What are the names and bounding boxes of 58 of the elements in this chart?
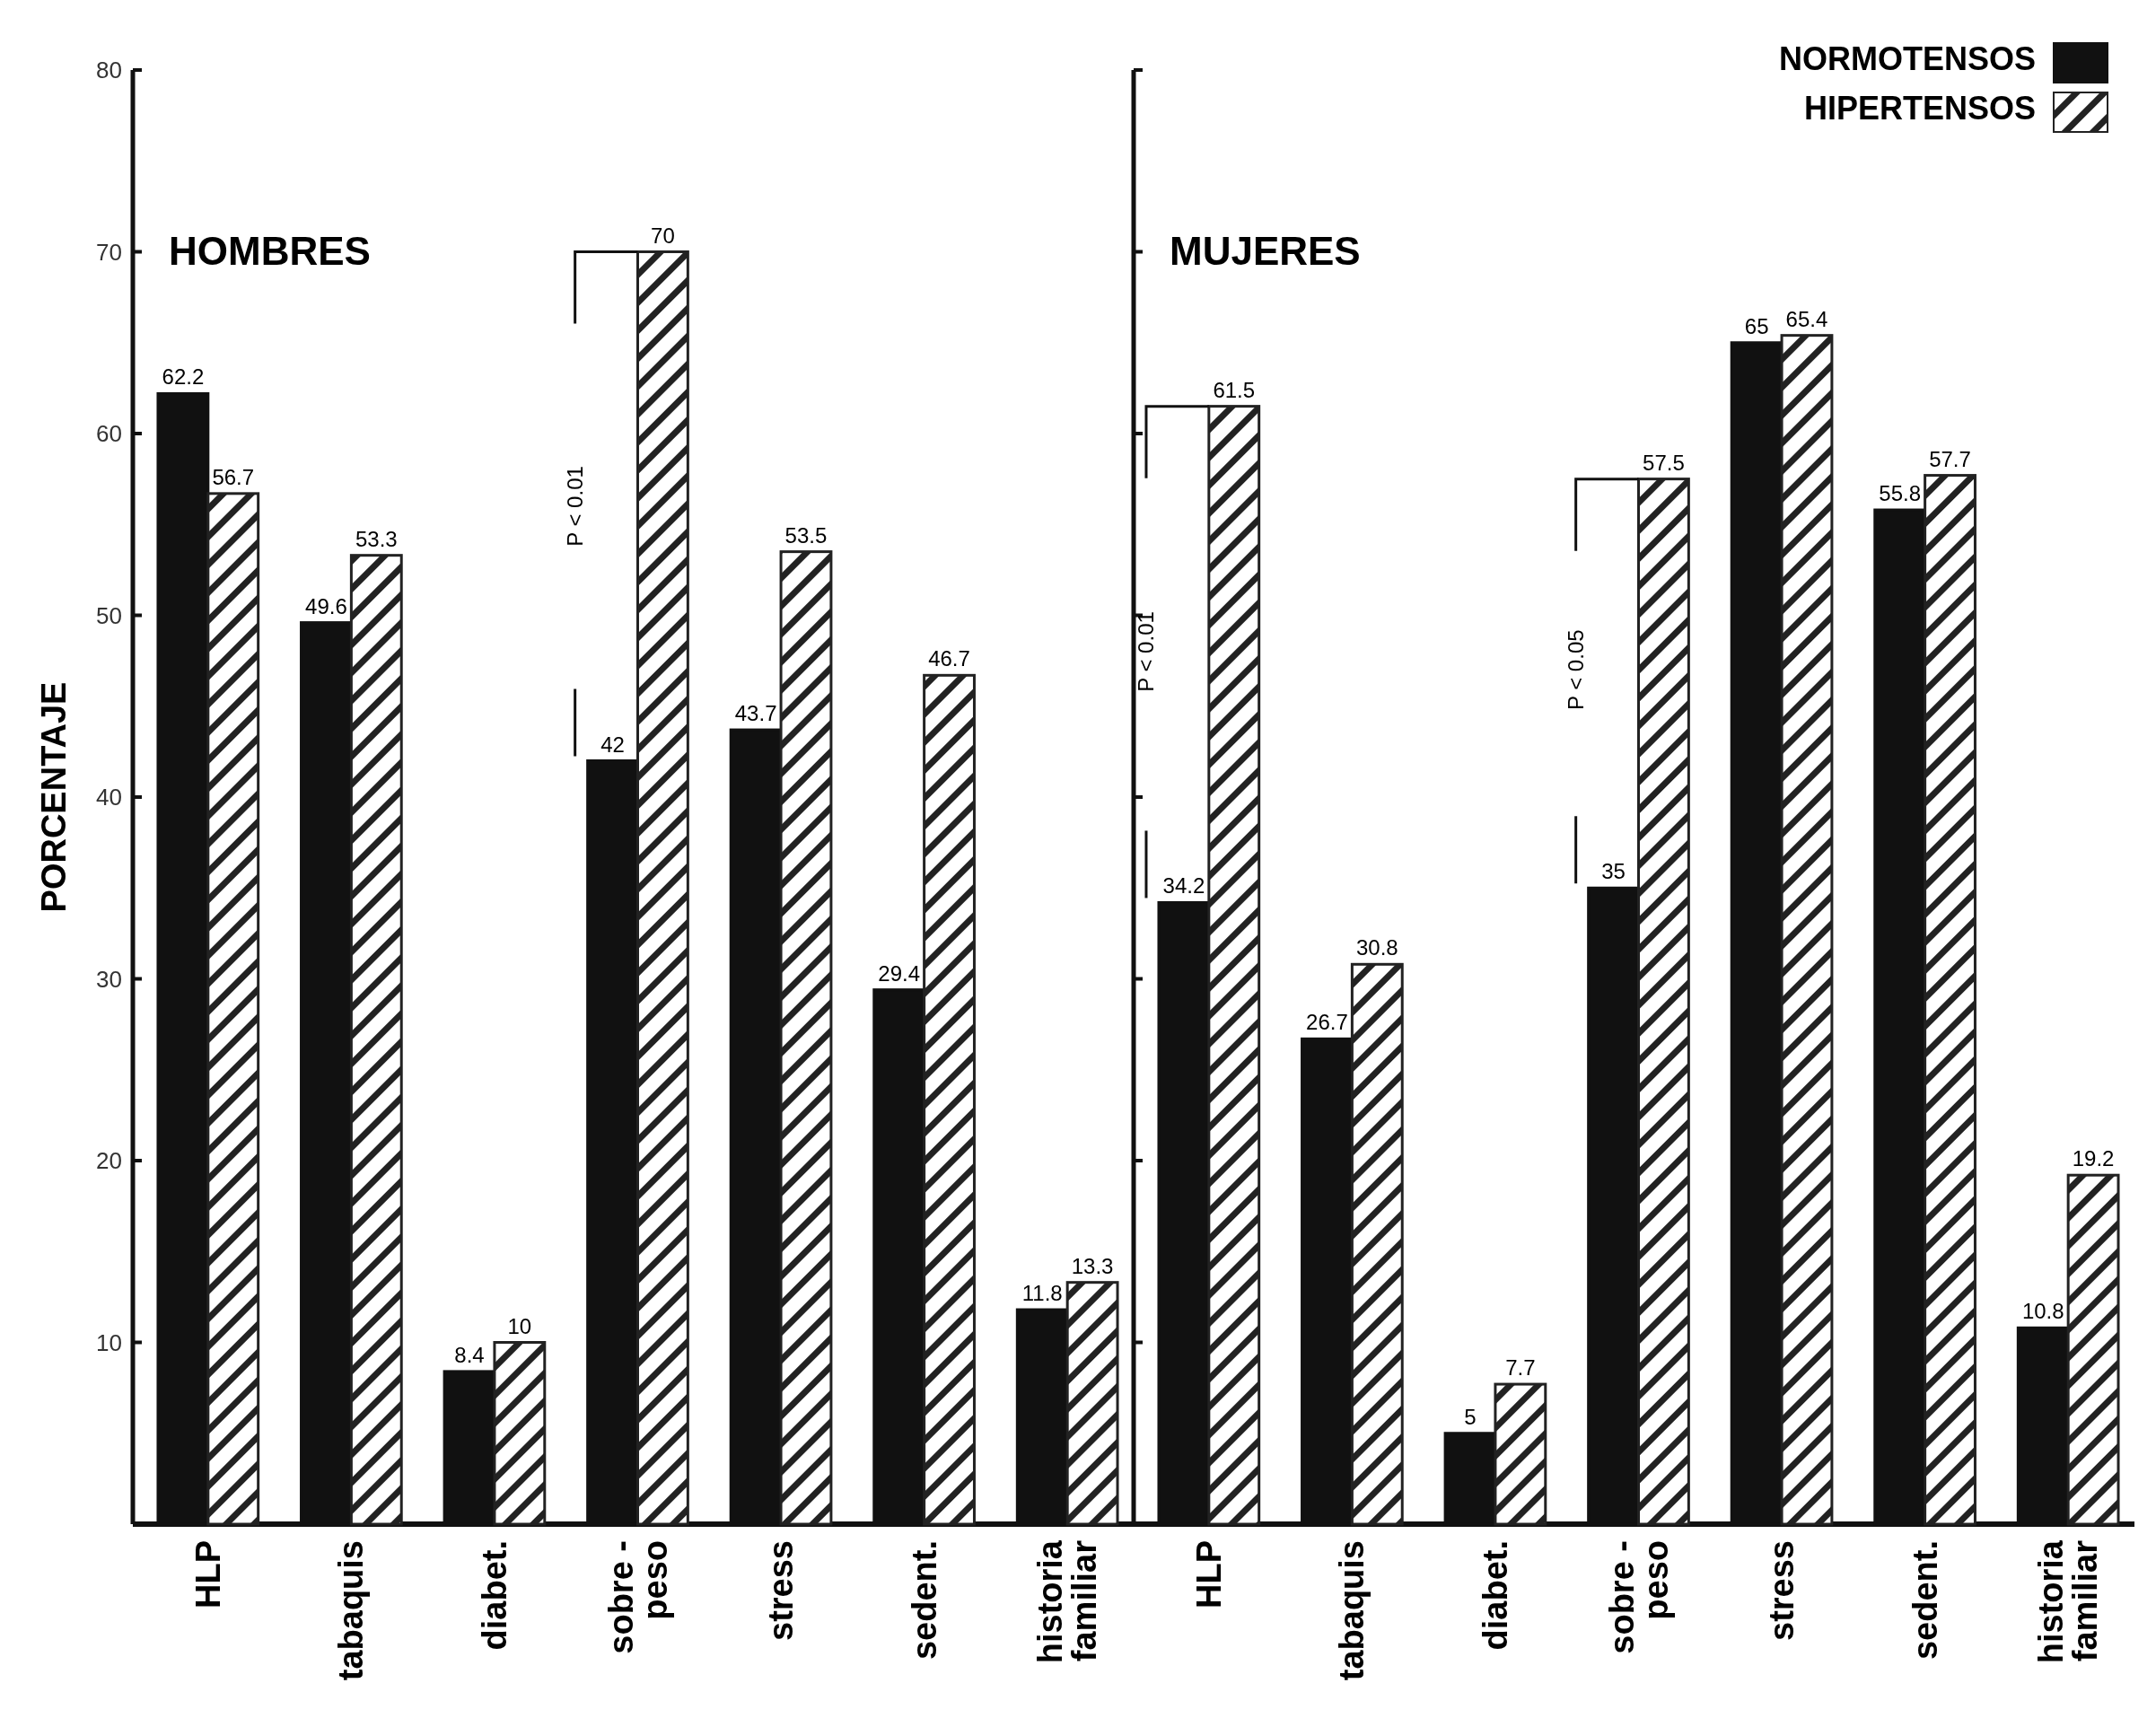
- data-label: 57.5: [1643, 450, 1685, 475]
- y-tick-label: 30: [96, 965, 122, 993]
- y-tick-label: 50: [96, 601, 122, 629]
- y-tick-label: 60: [96, 420, 122, 448]
- data-label: 61.5: [1213, 377, 1256, 402]
- y-axis-title: PORCENTAJE: [35, 681, 73, 913]
- data-label: 34.2: [1162, 873, 1205, 899]
- data-label: 49.6: [305, 593, 347, 618]
- data-label: 7.7: [1505, 1355, 1536, 1381]
- data-label: 56.7: [212, 464, 255, 489]
- data-label: 11.8: [1021, 1281, 1063, 1306]
- legend-label: NORMOTENSOS: [1778, 40, 2036, 77]
- data-label: 57.7: [1929, 446, 1971, 471]
- y-tick-label: 20: [96, 1147, 122, 1175]
- data-label: 65: [1744, 313, 1769, 338]
- data-label: 42: [600, 732, 625, 757]
- data-label: 19.2: [2072, 1146, 2115, 1171]
- data-label: 70: [651, 223, 675, 248]
- x-tick-label: sobre - peso: [601, 1540, 674, 1654]
- data-label: 46.7: [928, 646, 970, 671]
- x-tick-label: stress: [1763, 1540, 1801, 1641]
- data-label: 13.3: [1071, 1253, 1114, 1278]
- data-label: 26.7: [1306, 1010, 1348, 1035]
- data-label: 53.3: [355, 526, 398, 551]
- data-label: 30.8: [1355, 935, 1398, 960]
- annotation: P < 0.05: [1564, 629, 1589, 711]
- y-tick-label: 70: [96, 238, 122, 266]
- data-label: 8.4: [454, 1342, 485, 1367]
- y-tick-label: 40: [96, 784, 122, 811]
- data-label: 65.4: [1785, 306, 1828, 331]
- x-tick-label: HLP: [188, 1540, 227, 1609]
- data-label: 62.2: [162, 364, 205, 390]
- data-label: 35: [1601, 859, 1626, 884]
- x-tick-label: sobre - peso: [1602, 1540, 1675, 1654]
- data-label: 5: [1464, 1404, 1477, 1429]
- data-label: 43.7: [734, 701, 777, 726]
- x-tick-label: diabet.: [1476, 1540, 1514, 1651]
- data-label: 10.8: [2021, 1299, 2064, 1324]
- data-label: 53.5: [784, 522, 828, 548]
- data-label: 55.8: [1879, 481, 1922, 506]
- y-tick-label: 80: [96, 57, 122, 84]
- x-tick-label: tabaquis: [332, 1540, 371, 1681]
- data-label: 29.4: [878, 960, 921, 986]
- x-tick-label: tabaquis: [1333, 1540, 1372, 1681]
- x-tick-label: historia familiar: [2032, 1539, 2105, 1664]
- x-tick-label: stress: [762, 1540, 801, 1641]
- x-tick-label: diabet.: [475, 1540, 513, 1651]
- annotation: P < 0.01: [563, 466, 588, 547]
- y-tick-label: 10: [96, 1328, 122, 1356]
- x-tick-label: sedent.: [905, 1540, 943, 1661]
- x-tick-label: sedent.: [1906, 1540, 1944, 1661]
- text: HOMBRES: [169, 228, 371, 273]
- annotation: P < 0.01: [1134, 611, 1159, 692]
- legend-label: HIPERTENSOS: [1803, 90, 2036, 127]
- text: MUJERES: [1170, 228, 1361, 273]
- data-label: 10: [507, 1313, 532, 1338]
- x-tick-label: HLP: [1189, 1540, 1228, 1609]
- x-tick-label: historia familiar: [1031, 1539, 1104, 1664]
